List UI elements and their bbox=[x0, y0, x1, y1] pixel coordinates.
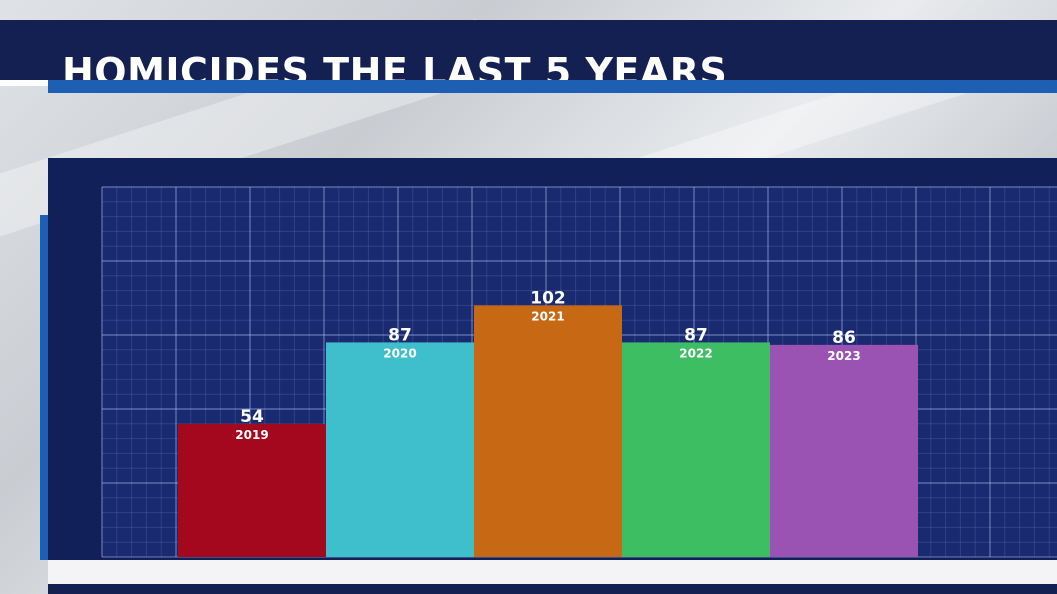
bar-category-label: 2020 bbox=[383, 346, 416, 360]
bar-value-label: 87 bbox=[684, 325, 708, 345]
bar-2022 bbox=[622, 342, 770, 557]
bar-category-label: 2023 bbox=[827, 349, 860, 363]
panel-left-accent bbox=[40, 215, 48, 560]
chart-bars bbox=[178, 305, 918, 557]
bar-value-label: 87 bbox=[388, 325, 412, 345]
bar-category-label: 2021 bbox=[531, 309, 564, 323]
bar-2021 bbox=[474, 305, 622, 557]
bar-category-label: 2019 bbox=[235, 428, 268, 442]
bar-2019 bbox=[178, 423, 326, 557]
title-accent-bar bbox=[48, 80, 1057, 93]
chart-panel-footer bbox=[48, 560, 1057, 584]
bar-value-label: 102 bbox=[530, 288, 566, 308]
bar-category-label: 2022 bbox=[679, 346, 712, 360]
bar-value-label: 54 bbox=[240, 407, 264, 427]
title-bar: HOMICIDES THE LAST 5 YEARS bbox=[0, 20, 1057, 94]
bar-2023 bbox=[770, 344, 918, 557]
bar-2020 bbox=[326, 342, 474, 557]
chart-panel-bottom bbox=[48, 584, 1057, 594]
title-accent-left bbox=[0, 80, 48, 86]
bar-value-label: 86 bbox=[832, 328, 856, 348]
